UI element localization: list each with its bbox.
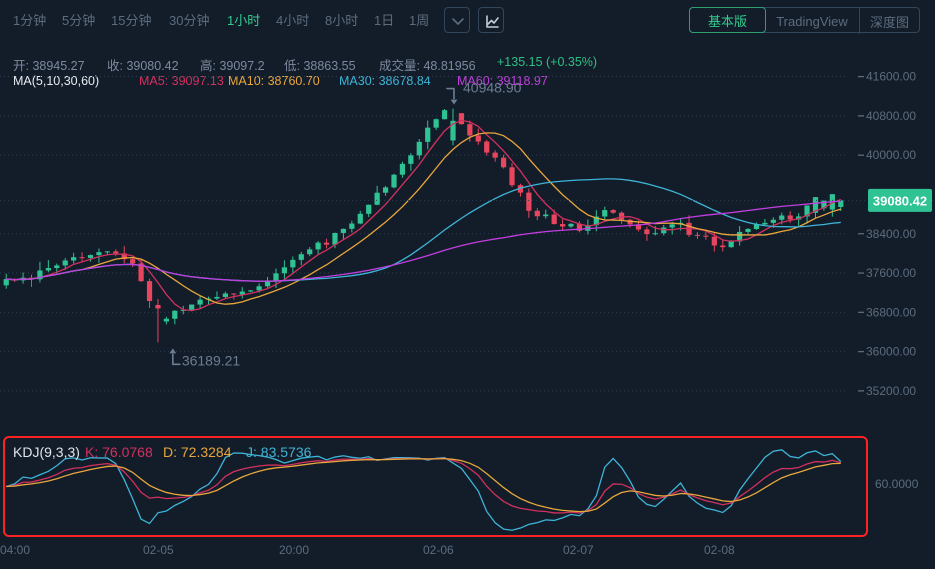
svg-text:35200.00: 35200.00 <box>866 384 916 398</box>
svg-text:40948.90: 40948.90 <box>463 80 522 96</box>
svg-text:36000.00: 36000.00 <box>866 345 916 359</box>
svg-text:41600.00: 41600.00 <box>866 70 916 84</box>
svg-text:37600.00: 37600.00 <box>866 266 916 280</box>
svg-text:40000.00: 40000.00 <box>866 148 916 162</box>
svg-text:39080.42: 39080.42 <box>873 193 927 208</box>
svg-text:38400.00: 38400.00 <box>866 227 916 241</box>
svg-text:36189.21: 36189.21 <box>182 352 241 368</box>
svg-text:40800.00: 40800.00 <box>866 109 916 123</box>
svg-text:36800.00: 36800.00 <box>866 305 916 319</box>
